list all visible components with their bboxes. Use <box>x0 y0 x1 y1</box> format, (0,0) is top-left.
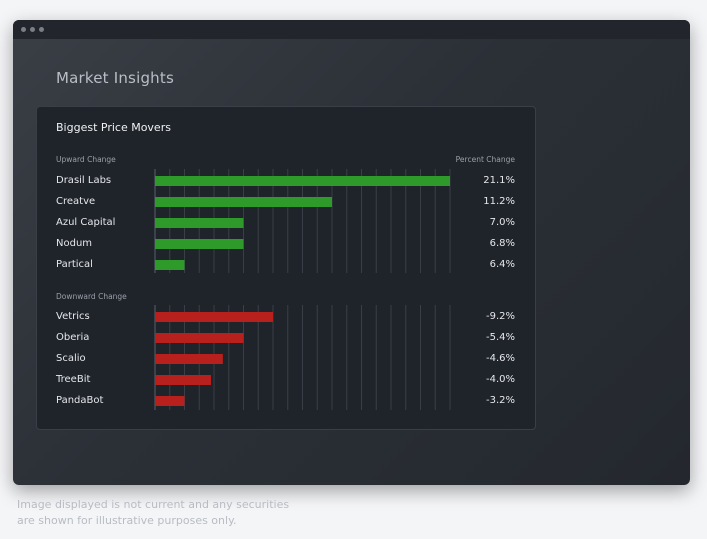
downward-bar <box>155 354 223 364</box>
window-titlebar <box>13 20 690 39</box>
percent-change-value: 6.4% <box>489 259 515 270</box>
security-name: Vetrics <box>56 311 90 322</box>
percent-change-value: 11.2% <box>483 196 515 207</box>
security-name: TreeBit <box>56 374 91 385</box>
window-dot-icon <box>30 27 35 32</box>
percent-change-value: 7.0% <box>489 217 515 228</box>
upward-bar <box>155 176 450 186</box>
percent-change-value: 21.1% <box>483 175 515 186</box>
downward-bar <box>155 312 273 322</box>
security-name: Partical <box>56 259 93 270</box>
price-movers-panel: Biggest Price Movers Upward Change Perce… <box>36 106 536 430</box>
security-name: Scalio <box>56 353 86 364</box>
security-name: PandaBot <box>56 395 104 406</box>
window-dot-icon <box>21 27 26 32</box>
downward-bar <box>155 333 244 343</box>
downward-bar <box>155 396 185 406</box>
page-title: Market Insights <box>56 69 174 87</box>
security-name: Drasil Labs <box>56 175 112 186</box>
upward-bar <box>155 218 244 228</box>
percent-change-header: Percent Change <box>455 155 515 164</box>
percent-change-value: -3.2% <box>485 395 515 406</box>
percent-change-value: -5.4% <box>485 332 515 343</box>
downward-section-label: Downward Change <box>56 292 127 301</box>
disclaimer-line: are shown for illustrative purposes only… <box>17 514 237 527</box>
security-name: Nodum <box>56 238 93 249</box>
bar-chart <box>154 169 451 410</box>
upward-bar <box>155 197 332 207</box>
percent-change-value: -4.6% <box>485 353 515 364</box>
panel-title: Biggest Price Movers <box>56 121 171 134</box>
percent-change-value: 6.8% <box>489 238 515 249</box>
security-name: Oberia <box>56 332 90 343</box>
app-window: Market Insights Biggest Price Movers Upw… <box>13 20 690 485</box>
upward-section-label: Upward Change <box>56 155 116 164</box>
disclaimer-line: Image displayed is not current and any s… <box>17 498 290 511</box>
window-dot-icon <box>39 27 44 32</box>
security-name: Creatve <box>56 196 96 207</box>
security-name: Azul Capital <box>56 217 116 228</box>
percent-change-value: -4.0% <box>485 374 515 385</box>
percent-change-value: -9.2% <box>485 311 515 322</box>
disclaimer: Image displayed is not current and any s… <box>17 497 337 529</box>
downward-bar <box>155 375 212 385</box>
upward-bar <box>155 260 185 270</box>
upward-bar <box>155 239 244 249</box>
